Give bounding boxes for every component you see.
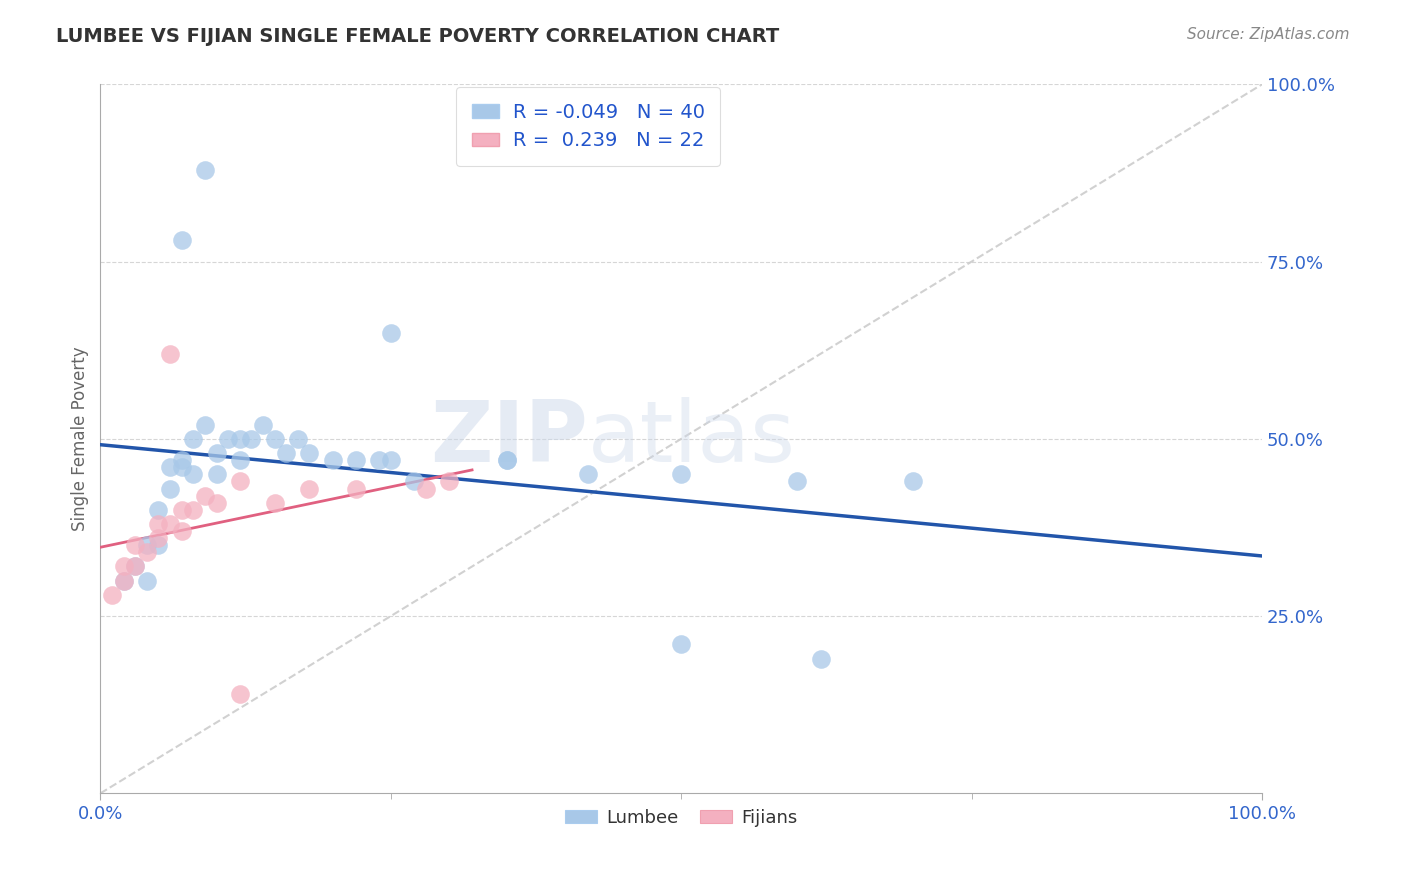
Point — [101, 588, 124, 602]
Text: Source: ZipAtlas.com: Source: ZipAtlas.com — [1187, 27, 1350, 42]
Point — [669, 467, 692, 482]
Text: atlas: atlas — [588, 398, 796, 481]
Point — [159, 482, 181, 496]
Point — [380, 326, 402, 340]
Point — [170, 524, 193, 538]
Point — [402, 475, 425, 489]
Point — [124, 559, 146, 574]
Point — [496, 453, 519, 467]
Point — [496, 453, 519, 467]
Text: LUMBEE VS FIJIAN SINGLE FEMALE POVERTY CORRELATION CHART: LUMBEE VS FIJIAN SINGLE FEMALE POVERTY C… — [56, 27, 779, 45]
Point — [368, 453, 391, 467]
Point — [263, 496, 285, 510]
Point — [194, 489, 217, 503]
Point — [298, 482, 321, 496]
Point — [344, 453, 367, 467]
Point — [170, 234, 193, 248]
Point — [135, 538, 157, 552]
Point — [112, 574, 135, 588]
Point — [380, 453, 402, 467]
Point — [903, 475, 925, 489]
Point — [124, 538, 146, 552]
Point — [148, 538, 170, 552]
Point — [576, 467, 599, 482]
Point — [252, 417, 274, 432]
Point — [415, 482, 437, 496]
Point — [112, 559, 135, 574]
Point — [170, 453, 193, 467]
Point — [159, 347, 181, 361]
Y-axis label: Single Female Poverty: Single Female Poverty — [72, 347, 89, 532]
Point — [298, 446, 321, 460]
Point — [135, 574, 157, 588]
Point — [217, 432, 239, 446]
Point — [194, 417, 217, 432]
Point — [148, 516, 170, 531]
Point — [322, 453, 344, 467]
Point — [344, 482, 367, 496]
Point — [263, 432, 285, 446]
Point — [148, 503, 170, 517]
Point — [229, 687, 252, 701]
Point — [135, 545, 157, 559]
Point — [159, 516, 181, 531]
Point — [437, 475, 460, 489]
Point — [786, 475, 808, 489]
Point — [205, 467, 228, 482]
Legend: Lumbee, Fijians: Lumbee, Fijians — [557, 802, 806, 834]
Point — [181, 467, 204, 482]
Point — [112, 574, 135, 588]
Point — [205, 446, 228, 460]
Text: ZIP: ZIP — [430, 398, 588, 481]
Point — [229, 475, 252, 489]
Point — [287, 432, 309, 446]
Point — [159, 460, 181, 475]
Point — [194, 162, 217, 177]
Point — [229, 453, 252, 467]
Point — [148, 531, 170, 545]
Point — [181, 503, 204, 517]
Point — [170, 460, 193, 475]
Point — [810, 651, 832, 665]
Point — [181, 432, 204, 446]
Point — [669, 638, 692, 652]
Point — [240, 432, 263, 446]
Point — [170, 503, 193, 517]
Point — [229, 432, 252, 446]
Point — [276, 446, 298, 460]
Point — [205, 496, 228, 510]
Point — [124, 559, 146, 574]
